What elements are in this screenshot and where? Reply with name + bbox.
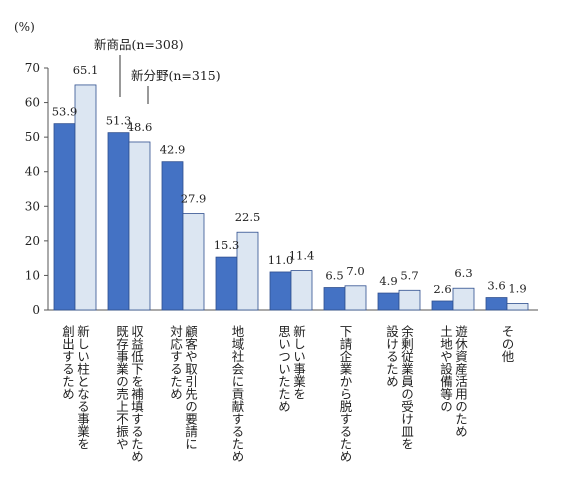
category-label: 設けるため — [384, 324, 399, 388]
bar-shinbunya — [236, 231, 259, 311]
category-label: 余剰従業員の受け皿を — [399, 324, 414, 450]
category-label: 新しい事業を — [291, 324, 306, 400]
y-tick-label: 0 — [32, 303, 40, 317]
bar-shinbunya — [128, 141, 151, 311]
y-tick-label: 70 — [25, 61, 40, 75]
category-label: その他 — [500, 325, 515, 363]
data-label: 11.4 — [289, 249, 315, 263]
category-label: 新しい柱となる事業を — [75, 324, 90, 450]
data-label: 48.6 — [127, 120, 153, 134]
data-label: 42.9 — [160, 143, 186, 157]
bar-shinbunya — [506, 303, 529, 311]
y-tick-label: 60 — [25, 96, 40, 110]
data-label: 5.7 — [400, 268, 418, 282]
data-label: 27.9 — [181, 192, 207, 206]
legend-label-series-1: 新商品(n=308) — [94, 37, 184, 52]
data-labels: 53.9 65.1 51.348.6 42.9 27.9 15.3 22.5 11.011.4… — [52, 63, 527, 296]
y-tick-label: 50 — [25, 130, 40, 144]
data-label: 6.3 — [454, 266, 472, 280]
bars — [53, 84, 529, 311]
y-tick-label: 20 — [25, 234, 40, 248]
category-label: 既存事業の売上不振や — [114, 325, 129, 450]
data-label: 65.1 — [73, 63, 99, 77]
bar-shinshohin — [53, 123, 76, 311]
data-label: 15.3 — [214, 238, 240, 252]
data-label: 7.0 — [346, 264, 364, 278]
bar-shinbunya — [344, 285, 367, 311]
data-label: 1.9 — [508, 281, 526, 295]
category-label: 遊休資産活用のため — [453, 324, 468, 438]
data-label: 4.9 — [379, 274, 397, 288]
category-label: 思いついたため — [276, 325, 291, 413]
bar-shinshohin — [215, 256, 238, 311]
category-label: 創出するため — [60, 325, 75, 400]
data-label: 3.6 — [487, 279, 505, 293]
data-label: 22.5 — [235, 210, 261, 224]
data-label: 11.0 — [268, 253, 294, 267]
bar-shinshohin — [377, 292, 400, 311]
data-label: 6.5 — [325, 269, 343, 283]
bar-shinbunya — [452, 287, 475, 311]
bar-shinshohin — [323, 287, 346, 311]
data-label: 53.9 — [52, 105, 78, 119]
bar-shinshohin — [107, 132, 130, 311]
bar-shinbunya — [182, 213, 205, 311]
bar-shinshohin — [485, 297, 508, 311]
bar-shinbunya — [398, 289, 421, 311]
category-label: 顧客や取引先の要請に — [183, 324, 198, 450]
bar-shinshohin — [431, 300, 454, 311]
bar-shinshohin — [269, 271, 292, 311]
y-tick-label: 30 — [25, 199, 40, 213]
y-tick-label: 40 — [25, 165, 40, 179]
category-label: 土地や設備等の — [438, 325, 453, 413]
category-label: 収益低下を補填するため — [129, 325, 144, 463]
data-label: 51.3 — [106, 114, 132, 128]
bar-shinshohin — [161, 161, 184, 311]
category-label: 地域社会に貢献するため — [230, 325, 245, 463]
bar-shinbunya — [74, 84, 97, 311]
category-label: 対応するため — [168, 325, 183, 400]
category-label: 下請企業から脱するため — [338, 325, 353, 463]
bar-shinbunya — [290, 270, 313, 311]
y-tick-label: 10 — [25, 268, 40, 282]
data-label: 2.6 — [433, 282, 451, 296]
y-axis-unit-label: (%) — [14, 20, 35, 34]
legend-label-series-2: 新分野(n=315) — [131, 68, 221, 83]
legend: 新商品(n=308) 新分野(n=315) — [94, 37, 221, 104]
